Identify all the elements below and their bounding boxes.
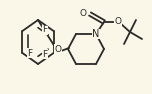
Text: N: N xyxy=(92,29,100,39)
Text: O: O xyxy=(79,8,86,17)
Text: F: F xyxy=(42,25,48,34)
Text: F: F xyxy=(42,50,48,58)
Text: O: O xyxy=(114,17,121,27)
Text: F: F xyxy=(27,49,33,58)
Text: O: O xyxy=(55,44,62,53)
